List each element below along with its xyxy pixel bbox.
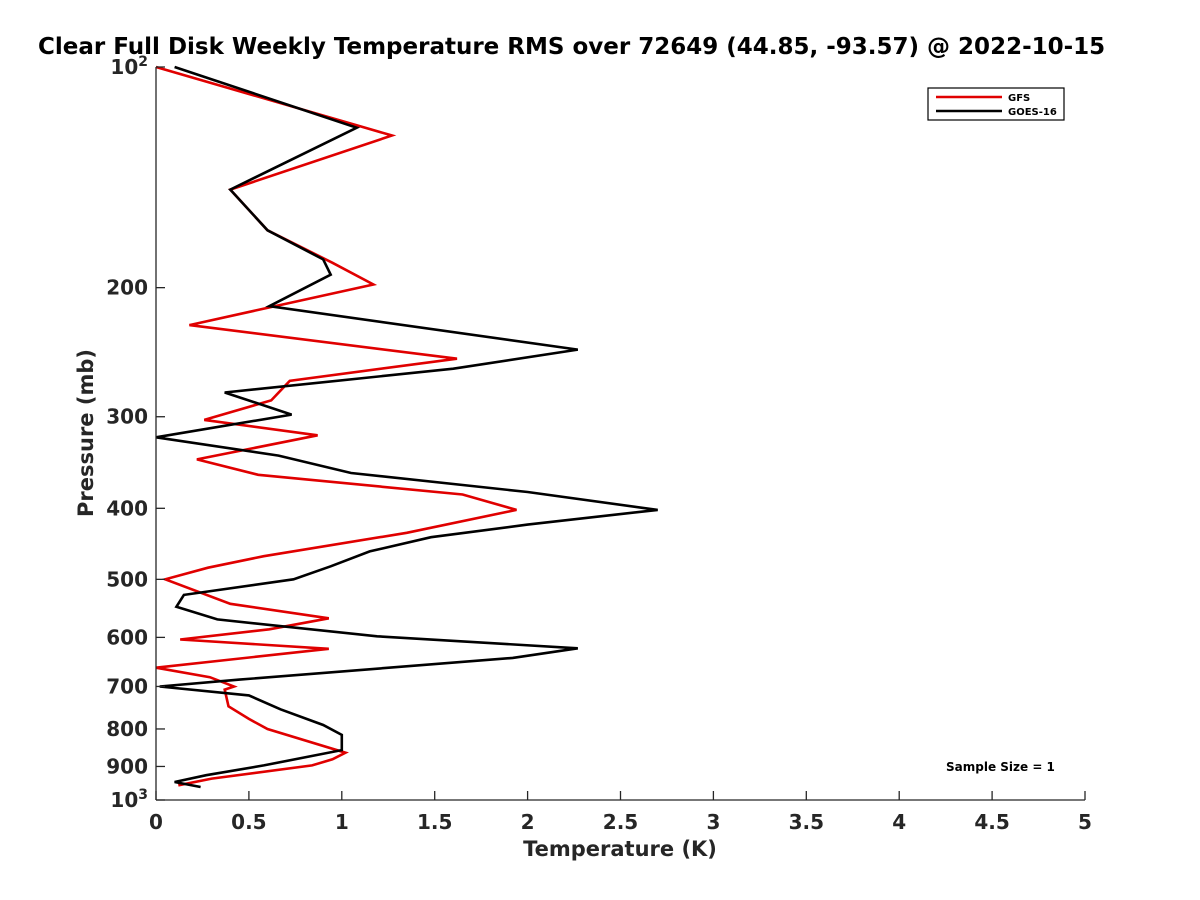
series-line-gfs [155, 65, 517, 787]
y-tick-label: 102 [110, 54, 148, 79]
series-line-goes16 [155, 65, 658, 789]
x-tick-label: 2 [521, 810, 535, 834]
y-tick-label: 700 [106, 674, 148, 698]
y-tick-label: 200 [106, 276, 148, 300]
x-tick-label: 0 [149, 810, 163, 834]
legend-label-goes16: GOES-16 [1008, 107, 1057, 118]
x-tick-label: 1 [335, 810, 349, 834]
y-tick-label: 400 [106, 496, 148, 520]
legend-box [927, 87, 1065, 121]
x-tick-label: 0.5 [231, 810, 266, 834]
x-tick-label: 5 [1078, 810, 1092, 834]
y-axis-label: Pressure (mb) [74, 349, 98, 517]
sample-size-annotation: Sample Size = 1 [946, 760, 1055, 774]
legend: GFS GOES-16 [927, 87, 1065, 121]
y-tick-label: 900 [106, 754, 148, 778]
x-tick-label: 4 [892, 810, 906, 834]
legend-label-gfs: GFS [1008, 93, 1030, 104]
series-layer [155, 65, 658, 789]
y-tick-label: 800 [106, 717, 148, 741]
x-tick-label: 3.5 [789, 810, 824, 834]
y-tick-label: 600 [106, 625, 148, 649]
x-tick-label: 2.5 [603, 810, 638, 834]
y-tick-label: 103 [110, 787, 148, 812]
y-tick-label: 500 [106, 567, 148, 591]
chart-title: Clear Full Disk Weekly Temperature RMS o… [38, 34, 1105, 60]
axes-layer: 0 0.5 1 1.5 2 2.5 3 3.5 4 4.5 5 102 200 300 400 500 600 7… [106, 54, 1092, 834]
x-axis-label: Temperature (K) [523, 837, 717, 861]
x-tick-label: 1.5 [417, 810, 452, 834]
x-tick-label: 4.5 [974, 810, 1009, 834]
x-tick-label: 3 [706, 810, 720, 834]
y-tick-label: 300 [106, 405, 148, 429]
